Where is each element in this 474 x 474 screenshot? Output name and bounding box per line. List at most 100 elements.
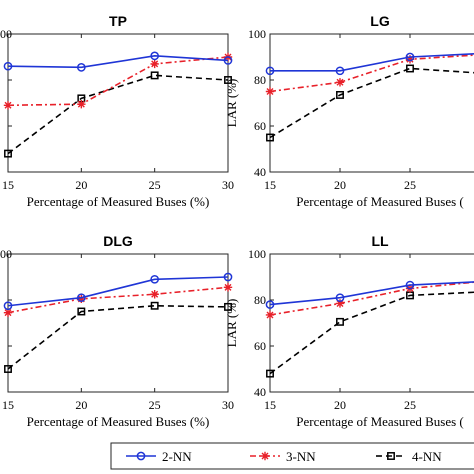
x-tick-label: 15 xyxy=(2,398,14,412)
data-point-3-nn xyxy=(3,308,13,317)
series-line-3-nn xyxy=(7,286,229,314)
data-point-2-nn xyxy=(76,293,86,303)
x-axis-label: Percentage of Measured Buses ( xyxy=(296,414,464,429)
x-tick-label: 20 xyxy=(334,178,346,192)
data-point-3-nn xyxy=(265,310,275,320)
x-tick-label: 30 xyxy=(222,178,234,192)
data-point-2-nn xyxy=(335,66,345,76)
y-tick-label: 60 xyxy=(254,339,266,353)
plot-area xyxy=(3,272,233,373)
legend-marker-4-nn xyxy=(387,452,395,460)
data-point-2-nn xyxy=(3,61,13,71)
x-tick-label: 25 xyxy=(404,178,416,192)
panel-ll: 15 20 25 40 60 80 100 LL Percentage of Measured … xyxy=(224,233,474,429)
x-tick-label: 25 xyxy=(404,398,416,412)
data-point-4-nn xyxy=(4,365,12,373)
data-point-4-nn xyxy=(224,76,232,84)
data-point-4-nn xyxy=(266,369,274,378)
data-point-4-nn xyxy=(336,317,344,326)
x-tick-label: 15 xyxy=(2,178,14,192)
x-axis-label: Percentage of Measured Buses (%) xyxy=(27,194,210,209)
data-point-2-nn xyxy=(223,56,233,65)
data-point-4-nn xyxy=(406,64,414,73)
plot-area xyxy=(265,52,474,142)
y-axis-label: LAR (%) xyxy=(224,299,239,348)
x-tick-label: 15 xyxy=(264,398,276,412)
data-point-3-nn xyxy=(150,290,159,299)
series-line-2-nn xyxy=(269,281,474,306)
data-point-4-nn xyxy=(77,307,86,316)
data-point-2-nn xyxy=(265,300,275,309)
series-line-3-nn xyxy=(269,54,474,93)
series-line-2-nn xyxy=(270,53,474,72)
plot-area xyxy=(265,280,474,378)
data-point-3-nn xyxy=(77,294,86,304)
legend-marker-3-nn xyxy=(260,451,270,461)
panel-lg: 15 20 25 40 60 80 100 LG Percentage of Measured … xyxy=(224,13,474,209)
x-tick-label: 20 xyxy=(75,398,87,412)
series-line-4-nn xyxy=(7,304,229,370)
data-point-3-nn xyxy=(265,87,275,96)
y-tick-label: 80 xyxy=(254,73,266,87)
x-tick-label: 25 xyxy=(149,178,161,192)
panel-tp: 15 20 25 30 00 TP Percentage of Measured Buses… xyxy=(0,13,234,209)
chart-title: LG xyxy=(370,13,390,29)
legend-box xyxy=(110,442,474,470)
axes-box xyxy=(269,253,474,393)
y-tick-label: 80 xyxy=(254,293,266,307)
chart-title: TP xyxy=(109,13,127,29)
y-tick-label: 100 xyxy=(248,247,266,261)
data-point-2-nn xyxy=(76,63,86,72)
data-point-2-nn xyxy=(223,272,233,282)
x-axis-label: Percentage of Measured Buses (%) xyxy=(27,414,210,429)
legend-label-2-nn: 2-NN xyxy=(162,449,192,464)
series-line-4-nn xyxy=(7,74,229,155)
x-axis-label: Percentage of Measured Buses ( xyxy=(296,194,464,209)
data-point-3-nn xyxy=(335,78,345,87)
legend-label-3-nn: 3-NN xyxy=(286,449,316,464)
y-tick-label: 100 xyxy=(248,27,266,41)
x-tick-label: 30 xyxy=(222,398,234,412)
data-point-4-nn xyxy=(150,71,159,80)
y-tick-label: 00 xyxy=(0,247,12,261)
data-point-4-nn xyxy=(266,133,274,142)
data-point-3-nn xyxy=(77,99,86,109)
data-point-3-nn xyxy=(335,299,345,308)
data-point-4-nn xyxy=(224,302,232,311)
data-point-2-nn xyxy=(405,280,415,290)
axes-box xyxy=(7,253,229,393)
series-line-2-nn xyxy=(7,276,229,307)
data-point-4-nn xyxy=(4,149,12,158)
data-point-3-nn xyxy=(223,283,233,292)
series-line-2-nn xyxy=(7,55,229,69)
axes-box xyxy=(269,33,474,173)
series-line-4-nn xyxy=(269,67,474,139)
data-point-3-nn xyxy=(150,59,159,69)
series-line-3-nn xyxy=(269,281,474,316)
y-tick-label: 40 xyxy=(254,165,266,179)
data-point-2-nn xyxy=(335,293,345,303)
series-line-3-nn xyxy=(7,56,229,107)
legend-marker-2-nn xyxy=(136,451,146,461)
y-tick-label: 00 xyxy=(0,27,12,41)
y-axis-label: LAR (%) xyxy=(224,79,239,128)
legend-label-4-nn: 4-NN xyxy=(412,449,442,464)
data-point-4-nn xyxy=(336,91,344,99)
chart-title: LL xyxy=(371,233,389,249)
axes-box xyxy=(7,33,229,173)
x-tick-label: 25 xyxy=(149,398,161,412)
data-point-2-nn xyxy=(150,51,160,61)
y-tick-label: 60 xyxy=(254,119,266,133)
data-point-4-nn xyxy=(150,301,159,310)
plot-area xyxy=(3,51,233,158)
data-point-2-nn xyxy=(3,301,13,311)
series-line-4-nn xyxy=(269,291,474,375)
data-point-3-nn xyxy=(405,55,415,64)
x-tick-label: 20 xyxy=(334,398,346,412)
x-tick-label: 20 xyxy=(75,178,87,192)
legend: 2-NN 3-NN 4-NN xyxy=(110,442,474,470)
data-point-2-nn xyxy=(265,66,275,76)
data-point-3-nn xyxy=(3,101,13,110)
data-point-2-nn xyxy=(405,52,415,62)
